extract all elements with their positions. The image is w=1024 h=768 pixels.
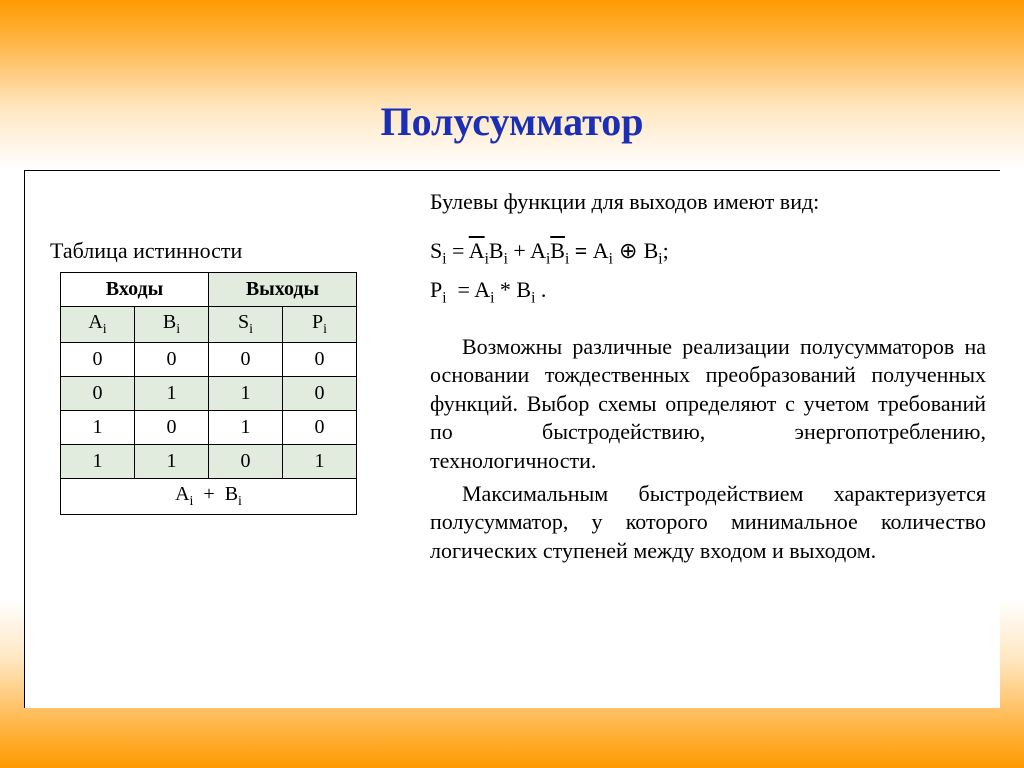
text-block: Булевы функции для выходов имеют вид: Si… <box>430 188 986 569</box>
table-footer-row: Ai + Bi <box>61 479 357 515</box>
table-row: 0 1 1 0 <box>61 377 357 411</box>
cell: 1 <box>61 411 135 445</box>
table-footer: Ai + Bi <box>61 479 357 515</box>
cell: 1 <box>135 445 209 479</box>
slide: Полусумматор Таблица истинности Входы Вы… <box>0 0 1024 768</box>
cell: 1 <box>209 377 283 411</box>
cell: 1 <box>209 411 283 445</box>
table-row: 0 0 0 0 <box>61 343 357 377</box>
col-b: Bi <box>135 307 209 343</box>
col-a: Ai <box>61 307 135 343</box>
table-row: 1 0 1 0 <box>61 411 357 445</box>
header-outputs: Выходы <box>209 273 357 307</box>
cell: 1 <box>283 445 357 479</box>
header-inputs: Входы <box>61 273 209 307</box>
cell: 0 <box>283 343 357 377</box>
table-row: 1 1 0 1 <box>61 445 357 479</box>
intro-line: Булевы функции для выходов имеют вид: <box>430 188 986 217</box>
cell: 0 <box>209 445 283 479</box>
cell: 0 <box>135 343 209 377</box>
cell: 0 <box>283 377 357 411</box>
formula-block: Si = AiBi + AiBi = Ai ⊕ Bi; Pi = Ai * Bi… <box>430 233 986 311</box>
cell: 1 <box>135 377 209 411</box>
cell: 1 <box>61 445 135 479</box>
table-caption: Таблица истинности <box>50 238 242 264</box>
table-header-row: Входы Выходы <box>61 273 357 307</box>
cell: 0 <box>283 411 357 445</box>
cell: 0 <box>209 343 283 377</box>
slide-title: Полусумматор <box>0 98 1024 145</box>
cell: 0 <box>61 343 135 377</box>
formula-s: Si = AiBi + AiBi = Ai ⊕ Bi; <box>430 233 986 272</box>
paragraph-2: Максимальным быстродействием характеризу… <box>430 480 986 566</box>
paragraph-1: Возможны различные реализации полусуммат… <box>430 333 986 476</box>
cell: 0 <box>61 377 135 411</box>
col-s: Si <box>209 307 283 343</box>
cell: 0 <box>135 411 209 445</box>
table-subheader-row: Ai Bi Si Pi <box>61 307 357 343</box>
formula-p: Pi = Ai * Bi . <box>430 272 986 311</box>
truth-table: Входы Выходы Ai Bi Si Pi 0 0 0 0 0 1 1 0… <box>60 272 357 515</box>
col-p: Pi <box>283 307 357 343</box>
